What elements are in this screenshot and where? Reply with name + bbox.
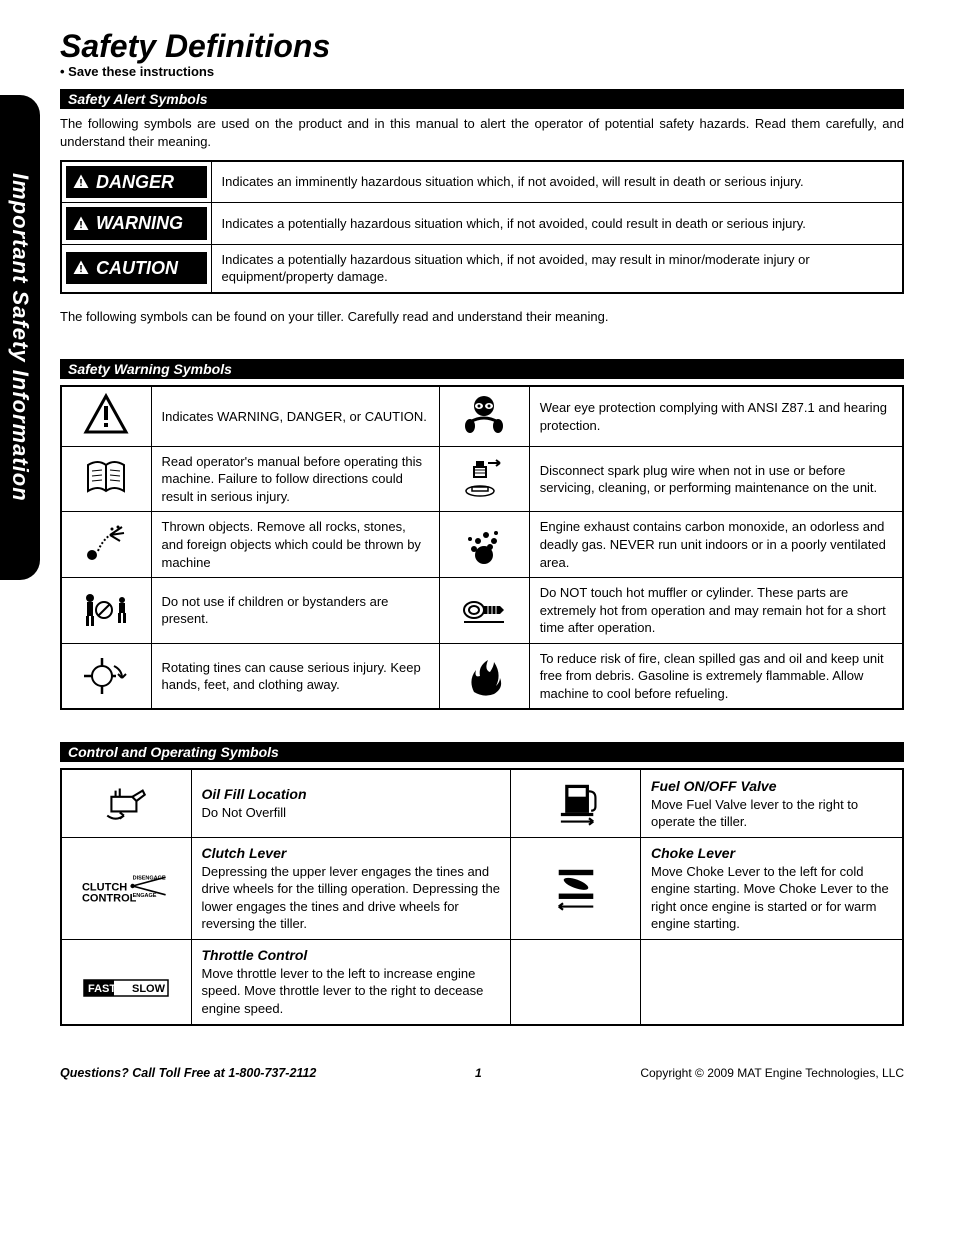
ctrl-text: Move throttle lever to the left to incre…: [202, 965, 501, 1018]
page-footer: Questions? Call Toll Free at 1-800-737-2…: [60, 1066, 904, 1080]
table-row: Indicates WARNING, DANGER, or CAUTION. W…: [61, 386, 903, 446]
ctrl-text: Move Fuel Valve lever to the right to op…: [651, 796, 892, 831]
cell-text: Wear eye protection complying with ANSI …: [529, 386, 903, 446]
exhaust-icon: [460, 521, 508, 565]
warning-icon: [72, 259, 90, 277]
warning-icon: [72, 215, 90, 233]
ctrl-title: Throttle Control: [202, 946, 501, 965]
caution-text: Indicates a potentially hazardous situat…: [211, 244, 903, 293]
thrown-objects-icon: [82, 521, 130, 565]
choke-icon: [546, 859, 606, 913]
cell: Fuel ON/OFF Valve Move Fuel Valve lever …: [641, 769, 904, 837]
cell: Oil Fill Location Do Not Overfill: [191, 769, 511, 837]
page-content: Safety Definitions • Save these instruct…: [60, 30, 904, 1080]
cell-text: Indicates WARNING, DANGER, or CAUTION.: [151, 386, 439, 446]
ctrl-text: Depressing the upper lever engages the t…: [202, 863, 501, 933]
danger-label: DANGER: [96, 170, 174, 194]
footer-questions: Questions? Call Toll Free at 1-800-737-2…: [60, 1066, 316, 1080]
footer-copyright: Copyright © 2009 MAT Engine Technologies…: [640, 1066, 904, 1080]
danger-text: Indicates an imminently hazardous situat…: [211, 161, 903, 203]
cell-text: Read operator's manual before operating …: [151, 446, 439, 512]
cell-text: Do not use if children or bystanders are…: [151, 578, 439, 644]
fuel-pump-icon: [546, 774, 606, 828]
ctrl-title: Clutch Lever: [202, 844, 501, 863]
hot-surface-icon: [460, 586, 508, 630]
ctrl-title: Oil Fill Location: [202, 785, 501, 804]
footer-page-number: 1: [475, 1066, 482, 1080]
empty-cell: [641, 940, 904, 1025]
ctrl-title: Choke Lever: [651, 844, 892, 863]
alert-intro: The following symbols are used on the pr…: [60, 115, 904, 150]
alert-table: DANGER Indicates an imminently hazardous…: [60, 160, 904, 294]
cell-text: To reduce risk of fire, clean spilled ga…: [529, 643, 903, 709]
oil-can-icon: [96, 776, 156, 826]
fast-slow-icon: [71, 960, 181, 1000]
table-row: Read operator's manual before operating …: [61, 446, 903, 512]
spark-plug-icon: [460, 455, 508, 499]
no-bystanders-icon: [82, 586, 130, 630]
side-tab: Important Safety Information: [0, 95, 40, 580]
empty-cell: [511, 940, 641, 1025]
warning-triangle-icon: [82, 392, 130, 436]
warning-icon: [72, 173, 90, 191]
eye-ear-protection-icon: [460, 392, 508, 436]
table-row: Do not use if children or bystanders are…: [61, 578, 903, 644]
table-row: Clutch Lever Depressing the upper lever …: [61, 837, 903, 939]
warning-badge: WARNING: [66, 207, 207, 239]
ctrl-title: Fuel ON/OFF Valve: [651, 777, 892, 796]
cell: Clutch Lever Depressing the upper lever …: [191, 837, 511, 939]
caution-label: CAUTION: [96, 256, 178, 280]
warning-label: WARNING: [96, 211, 183, 235]
caution-badge: CAUTION: [66, 252, 207, 284]
rotating-tines-icon: [82, 652, 130, 696]
section-header-control-symbols: Control and Operating Symbols: [60, 742, 904, 762]
ctrl-text: Move Choke Lever to the left for cold en…: [651, 863, 892, 933]
warning-symbols-table: Indicates WARNING, DANGER, or CAUTION. W…: [60, 385, 904, 710]
side-tab-label: Important Safety Information: [7, 173, 33, 502]
section-header-alert: Safety Alert Symbols: [60, 89, 904, 109]
page-title: Safety Definitions: [60, 30, 904, 62]
table-row: Thrown objects. Remove all rocks, stones…: [61, 512, 903, 578]
table-row: Throttle Control Move throttle lever to …: [61, 940, 903, 1025]
section-header-warning-symbols: Safety Warning Symbols: [60, 359, 904, 379]
ctrl-text: Do Not Overfill: [202, 804, 501, 822]
cell-text: Rotating tines can cause serious injury.…: [151, 643, 439, 709]
alert-outro: The following symbols can be found on yo…: [60, 308, 904, 326]
alert-row-caution: CAUTION Indicates a potentially hazardou…: [61, 244, 903, 293]
cell-text: Do NOT touch hot muffler or cylinder. Th…: [529, 578, 903, 644]
cell: Throttle Control Move throttle lever to …: [191, 940, 511, 1025]
table-row: Oil Fill Location Do Not Overfill Fuel O…: [61, 769, 903, 837]
alert-row-danger: DANGER Indicates an imminently hazardous…: [61, 161, 903, 203]
control-symbols-table: Oil Fill Location Do Not Overfill Fuel O…: [60, 768, 904, 1025]
clutch-control-icon: [71, 864, 181, 908]
table-row: Rotating tines can cause serious injury.…: [61, 643, 903, 709]
alert-row-warning: WARNING Indicates a potentially hazardou…: [61, 203, 903, 244]
danger-badge: DANGER: [66, 166, 207, 198]
manual-icon: [82, 455, 130, 499]
page-subtitle: • Save these instructions: [60, 64, 904, 79]
fire-icon: [460, 652, 508, 696]
cell-text: Thrown objects. Remove all rocks, stones…: [151, 512, 439, 578]
cell-text: Engine exhaust contains carbon monoxide,…: [529, 512, 903, 578]
cell: Choke Lever Move Choke Lever to the left…: [641, 837, 904, 939]
cell-text: Disconnect spark plug wire when not in u…: [529, 446, 903, 512]
warning-text: Indicates a potentially hazardous situat…: [211, 203, 903, 244]
